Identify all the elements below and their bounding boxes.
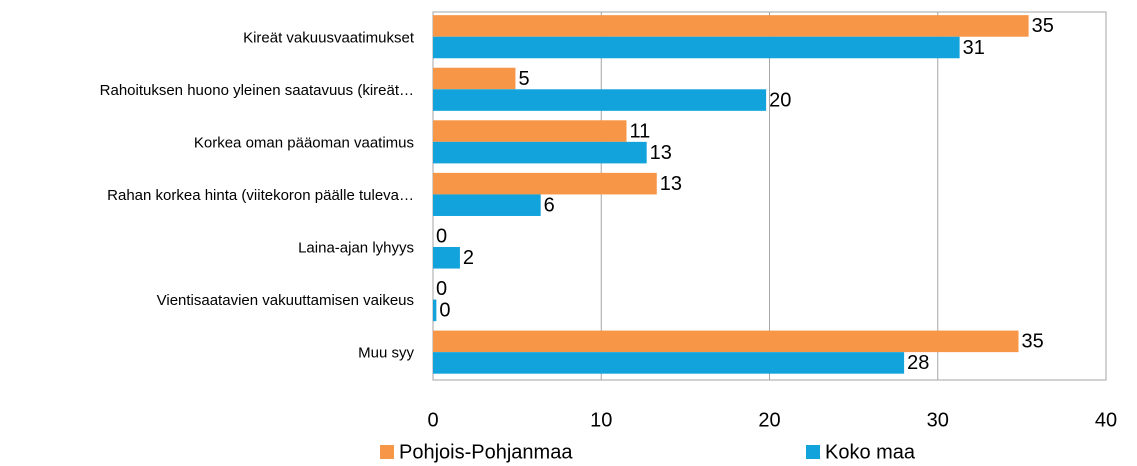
category-label: Vientisaatavien vakuuttamisen vaikeus — [157, 292, 414, 309]
bar — [433, 299, 437, 322]
category-label: Kireät vakuusvaatimukset — [243, 29, 415, 46]
value-label: 6 — [544, 194, 555, 216]
bar — [433, 120, 627, 142]
category-label: Rahoituksen huono yleinen saatavuus (kir… — [100, 82, 414, 99]
bar — [433, 352, 905, 374]
x-tick-label: 10 — [590, 409, 612, 431]
value-label: 13 — [660, 173, 682, 195]
value-label: 35 — [1032, 15, 1054, 37]
bar — [433, 15, 1029, 37]
legend-label: Pohjois-Pohjanmaa — [399, 441, 573, 463]
bar — [433, 89, 767, 111]
category-label: Korkea oman pääoman vaatimus — [194, 134, 414, 151]
value-label: 2 — [463, 247, 474, 269]
legend-label: Koko maa — [825, 441, 916, 463]
legend-swatch — [380, 445, 394, 459]
value-label: 20 — [769, 89, 791, 111]
x-tick-label: 20 — [758, 409, 780, 431]
bar — [433, 67, 516, 90]
bar — [433, 194, 541, 216]
value-label: 0 — [436, 225, 447, 247]
x-tick-label: 30 — [927, 409, 949, 431]
legend-swatch — [806, 445, 820, 459]
bar — [433, 330, 1019, 353]
category-label: Rahan korkea hinta (viitekoron päälle tu… — [107, 187, 414, 204]
x-tick-label: 0 — [427, 409, 438, 431]
x-tick-label: 40 — [1095, 409, 1117, 431]
category-label: Muu syy — [358, 345, 414, 362]
value-label: 0 — [439, 300, 450, 322]
value-label: 31 — [963, 37, 985, 59]
value-label: 13 — [650, 142, 672, 164]
value-label: 28 — [907, 352, 929, 374]
value-label: 35 — [1022, 331, 1044, 353]
bar — [433, 172, 657, 195]
bar — [433, 141, 647, 164]
category-label: Laina-ajan lyhyys — [298, 240, 414, 257]
bar — [433, 246, 460, 269]
bar — [433, 36, 960, 59]
value-label: 5 — [518, 68, 529, 90]
value-label: 0 — [436, 278, 447, 300]
value-label: 11 — [629, 120, 650, 142]
